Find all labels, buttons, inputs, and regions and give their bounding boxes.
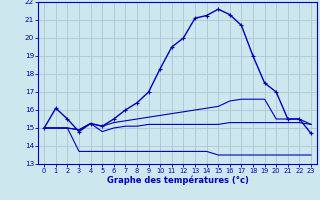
X-axis label: Graphe des températures (°c): Graphe des températures (°c) <box>107 176 249 185</box>
